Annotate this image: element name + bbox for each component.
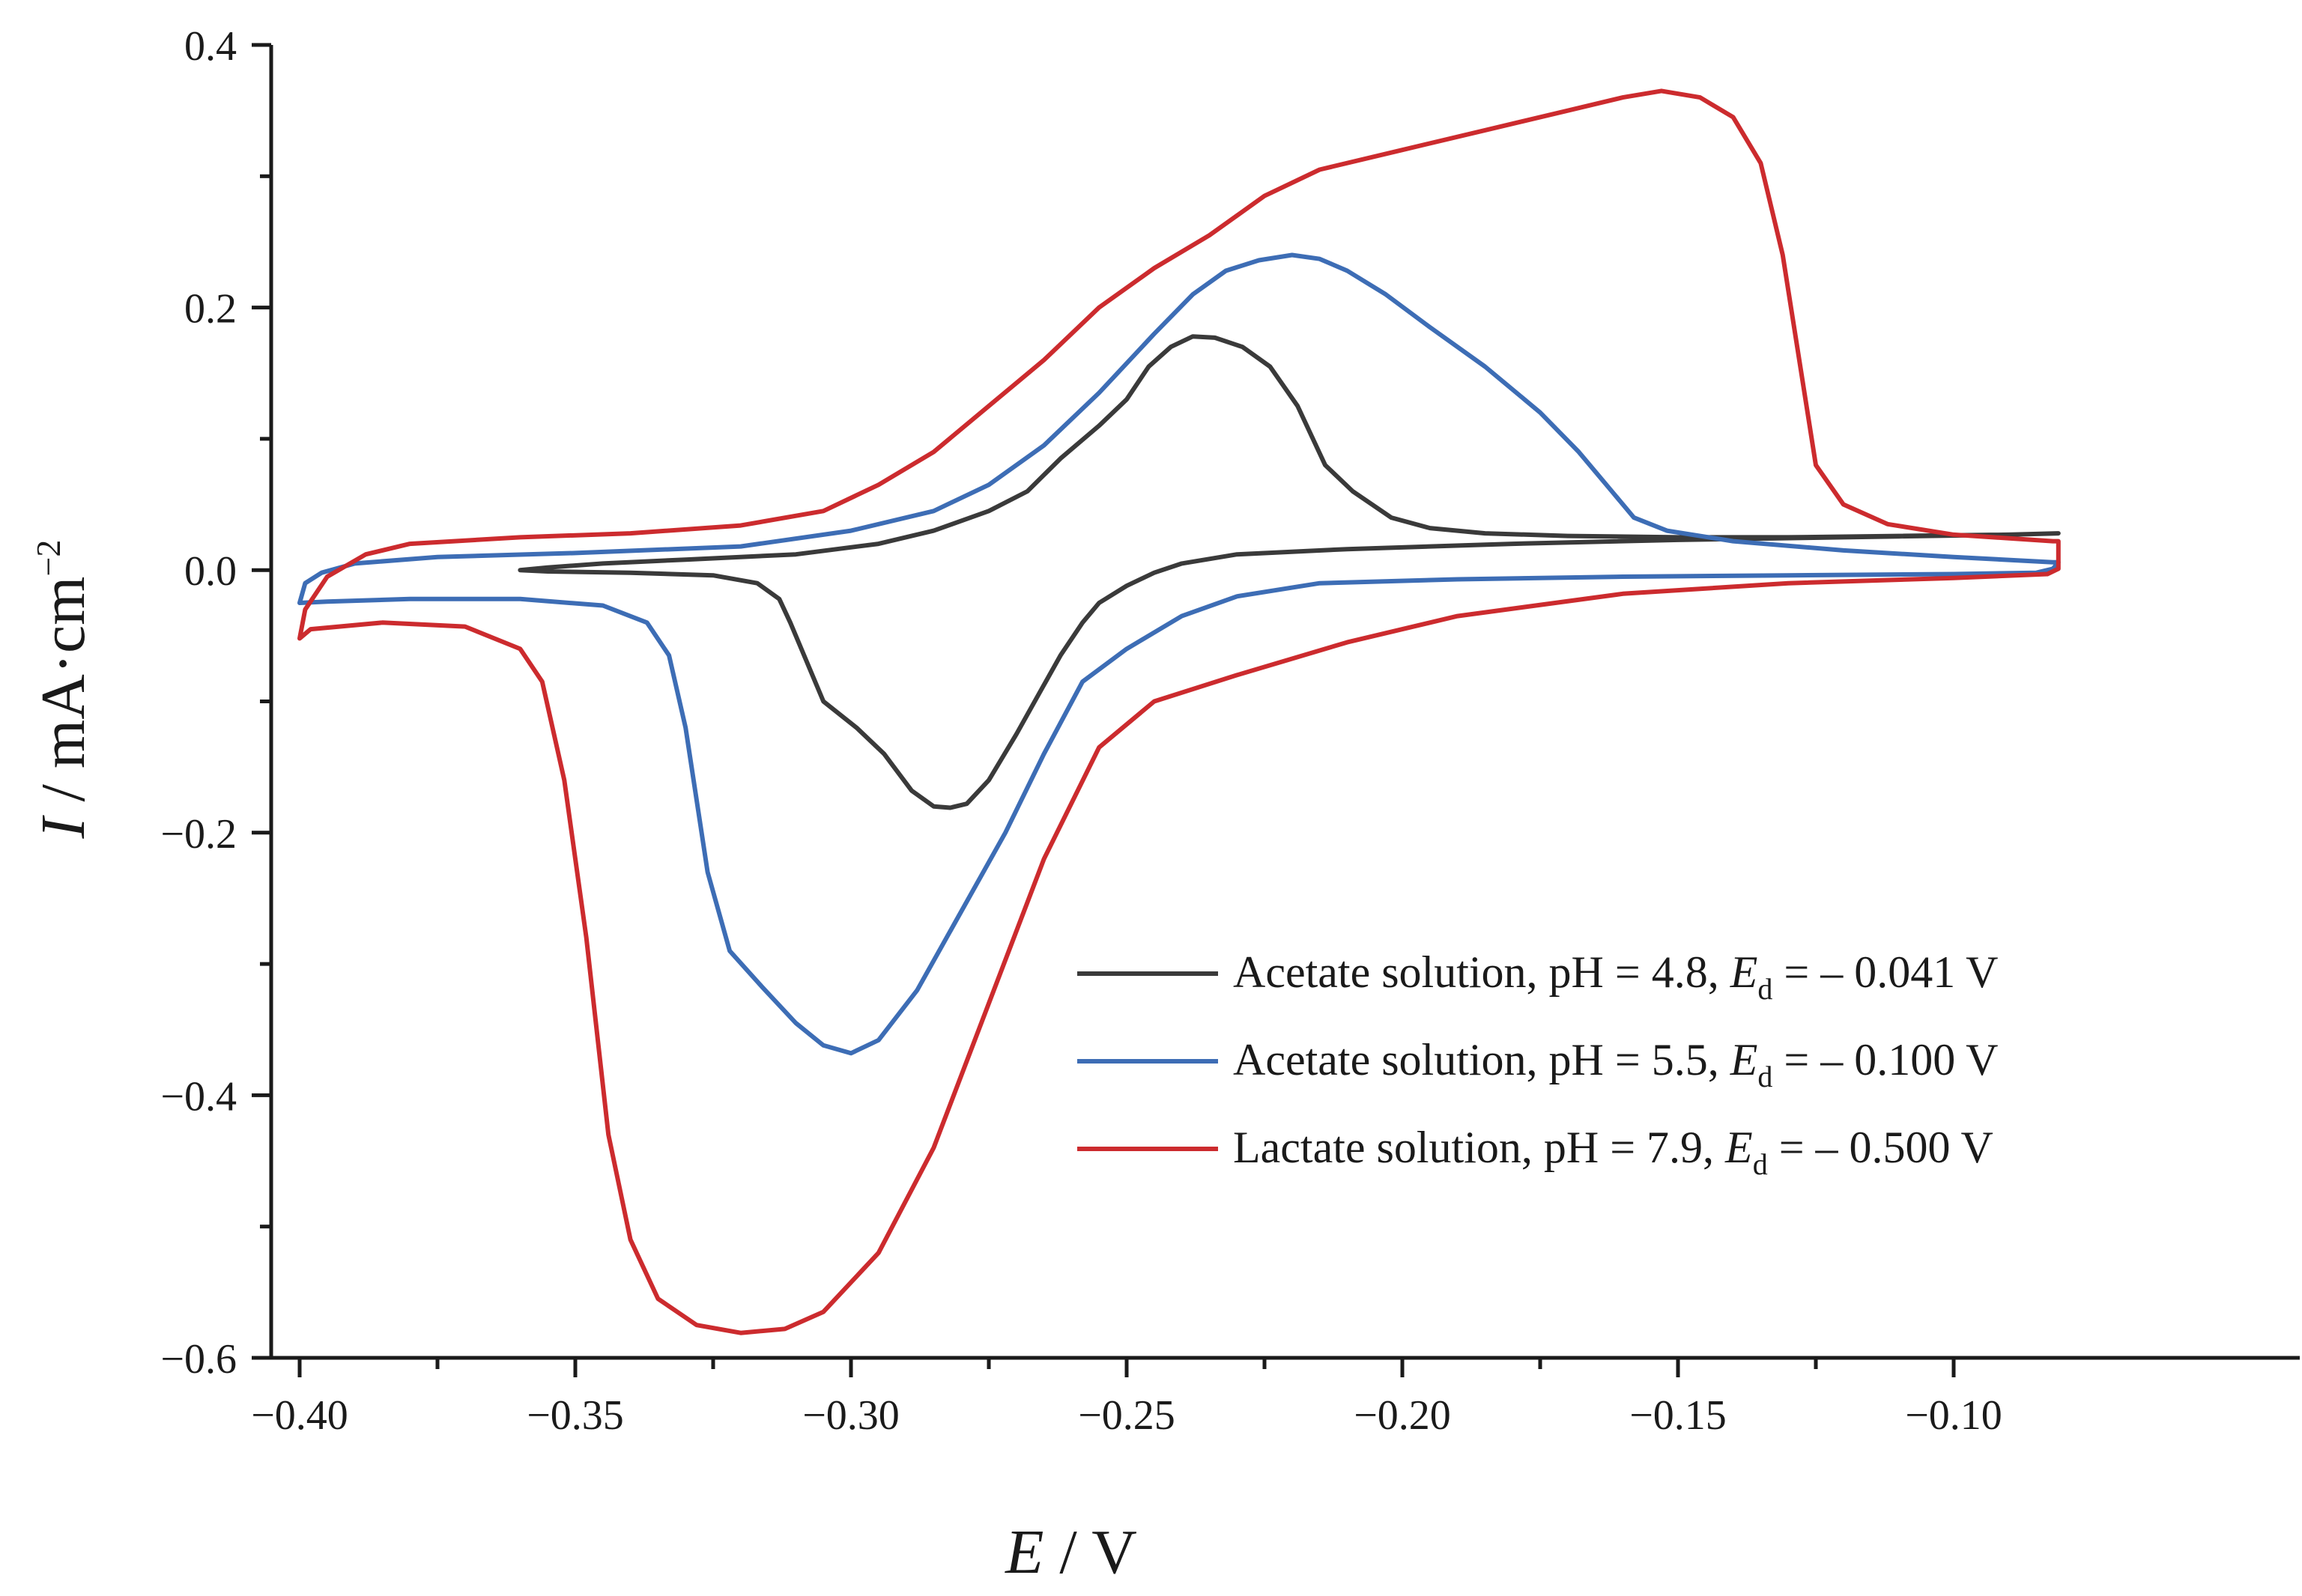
x-tick-label: −0.40 [251,1392,348,1439]
y-tick-label: 0.0 [184,548,237,595]
series-line-2 [297,252,2061,1056]
legend-label-3: Lactate solution, pH = 7.9, Ed = – 0.500… [1233,1123,1993,1181]
y-tick-label: 0.4 [184,23,237,70]
legend: Acetate solution, pH = 4.8, Ed = – 0.041… [1077,947,1998,1181]
y-tick-label: −0.4 [160,1073,237,1120]
y-axis-title: I / mA·cm−2 [28,540,98,840]
legend-label-2: Acetate solution, pH = 5.5, Ed = – 0.100… [1233,1035,1998,1093]
x-tick-label: −0.25 [1078,1392,1175,1439]
x-axis-title: E / V [1005,1517,1137,1587]
y-ticks: −0.6 −0.4 −0.2 0.0 0.2 0.4 [160,23,271,1383]
x-tick-label: −0.10 [1905,1392,2002,1439]
y-tick-label: −0.2 [160,811,237,858]
x-tick-label: −0.15 [1629,1392,1727,1439]
x-tick-label: −0.20 [1354,1392,1451,1439]
series-layer [297,88,2061,1335]
y-tick-label: −0.6 [160,1336,237,1383]
legend-label-1: Acetate solution, pH = 4.8, Ed = – 0.041… [1233,947,1998,1006]
y-tick-label: 0.2 [184,286,237,333]
series-line-1 [518,334,2061,810]
x-tick-label: −0.30 [802,1392,900,1439]
series-line-3 [297,88,2061,1335]
x-ticks: −0.40 −0.35 −0.30 −0.25 −0.20 −0.15 −0.10 [251,1358,2002,1439]
x-tick-label: −0.35 [527,1392,624,1439]
